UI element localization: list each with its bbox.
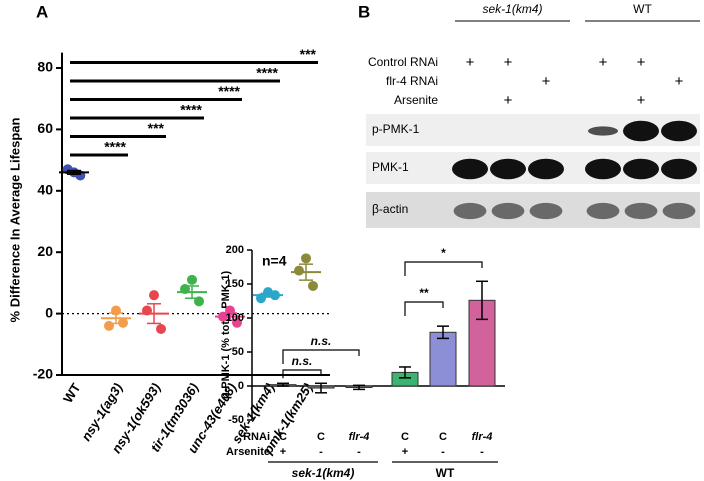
- blot-band: [586, 202, 620, 220]
- bracket-label: n.s.: [311, 334, 332, 348]
- blot-row-label: p-PMK-1: [372, 122, 420, 136]
- condition-label: Arsenite: [394, 93, 438, 107]
- blot-band: [587, 126, 619, 136]
- blot-band: [452, 158, 488, 180]
- y-tick-label: 80: [37, 59, 53, 75]
- bar: [429, 331, 457, 387]
- y-tick-label: 40: [37, 182, 53, 198]
- row-value: C: [279, 431, 287, 443]
- data-point: [308, 280, 318, 291]
- group-label: WT: [436, 466, 455, 480]
- bracket-label: *: [441, 246, 446, 260]
- group-label: WT: [633, 2, 652, 16]
- y-tick-label: 100: [226, 312, 244, 324]
- significance-label: ***: [300, 46, 317, 62]
- panel-label: B: [358, 2, 370, 21]
- row-label: RNAi: [243, 431, 270, 443]
- y-tick-label: 20: [37, 243, 53, 259]
- blot-band: [529, 202, 563, 220]
- condition-mark: +: [504, 54, 513, 71]
- blot-band: [662, 202, 696, 220]
- blot-band: [453, 202, 487, 220]
- blot-band: [624, 202, 658, 220]
- bracket-label: **: [419, 286, 429, 300]
- blot-band: [623, 158, 659, 180]
- y-tick-label: 200: [226, 244, 244, 256]
- panel-label: A: [36, 2, 48, 21]
- blot-band: [623, 120, 659, 142]
- data-point: [301, 253, 311, 264]
- x-tick-label: WT: [60, 380, 83, 405]
- blot-row-label: β-actin: [372, 202, 408, 216]
- row-value: C: [317, 431, 325, 443]
- condition-mark: +: [504, 92, 513, 109]
- row-value: -: [319, 446, 323, 458]
- bracket: [404, 261, 483, 276]
- significance-label: ****: [104, 139, 126, 155]
- y-axis-label: % Difference In Average Lifespan: [7, 117, 22, 322]
- blot-band: [491, 202, 525, 220]
- significance-label: ****: [218, 83, 240, 99]
- data-point: [104, 320, 114, 331]
- row-value: -: [441, 446, 445, 458]
- condition-mark: +: [599, 54, 608, 71]
- condition-mark: +: [466, 54, 475, 71]
- row-value: +: [280, 446, 286, 458]
- y-tick-label: 150: [226, 278, 244, 290]
- row-value: +: [402, 446, 408, 458]
- data-point: [149, 290, 159, 301]
- group-label: sek-1(km4): [292, 466, 355, 480]
- row-value: C: [401, 431, 409, 443]
- row-value: C: [439, 431, 447, 443]
- condition-mark: +: [637, 54, 646, 71]
- row-value: flr-4: [472, 431, 493, 443]
- blot-band: [585, 158, 621, 180]
- significance-label: ****: [180, 102, 202, 118]
- row-label: Arsenite: [226, 446, 270, 458]
- row-value: -: [357, 446, 361, 458]
- y-tick-label: 60: [37, 120, 53, 136]
- blot-band: [528, 158, 564, 180]
- y-axis-label: p-PMK-1 (% total PMK-1): [220, 271, 232, 400]
- blot-row-label: PMK-1: [372, 160, 409, 174]
- condition-label: flr-4 RNAi: [386, 74, 438, 88]
- y-tick-label: 0: [238, 380, 244, 392]
- bracket: [282, 349, 360, 364]
- n-annotation: n=4: [262, 253, 287, 269]
- condition-mark: +: [542, 73, 551, 90]
- data-point: [294, 265, 304, 276]
- y-tick-label: -50: [228, 414, 244, 426]
- bracket: [282, 369, 322, 379]
- blot-band: [661, 158, 697, 180]
- condition-mark: +: [675, 73, 684, 90]
- data-point: [156, 323, 166, 334]
- y-tick-label: -20: [33, 366, 53, 382]
- significance-label: ***: [148, 120, 165, 136]
- y-tick-label: 50: [232, 346, 244, 358]
- condition-label: Control RNAi: [368, 55, 438, 69]
- row-value: -: [480, 446, 484, 458]
- bracket: [404, 301, 444, 316]
- row-value: flr-4: [349, 431, 370, 443]
- group-label: sek-1(km4): [482, 2, 542, 16]
- data-point: [187, 274, 197, 285]
- y-tick-label: 0: [45, 304, 53, 320]
- significance-label: ****: [256, 65, 278, 81]
- bracket-label: n.s.: [292, 354, 313, 368]
- blot-band: [661, 120, 697, 142]
- blot-band: [490, 158, 526, 180]
- condition-mark: +: [637, 92, 646, 109]
